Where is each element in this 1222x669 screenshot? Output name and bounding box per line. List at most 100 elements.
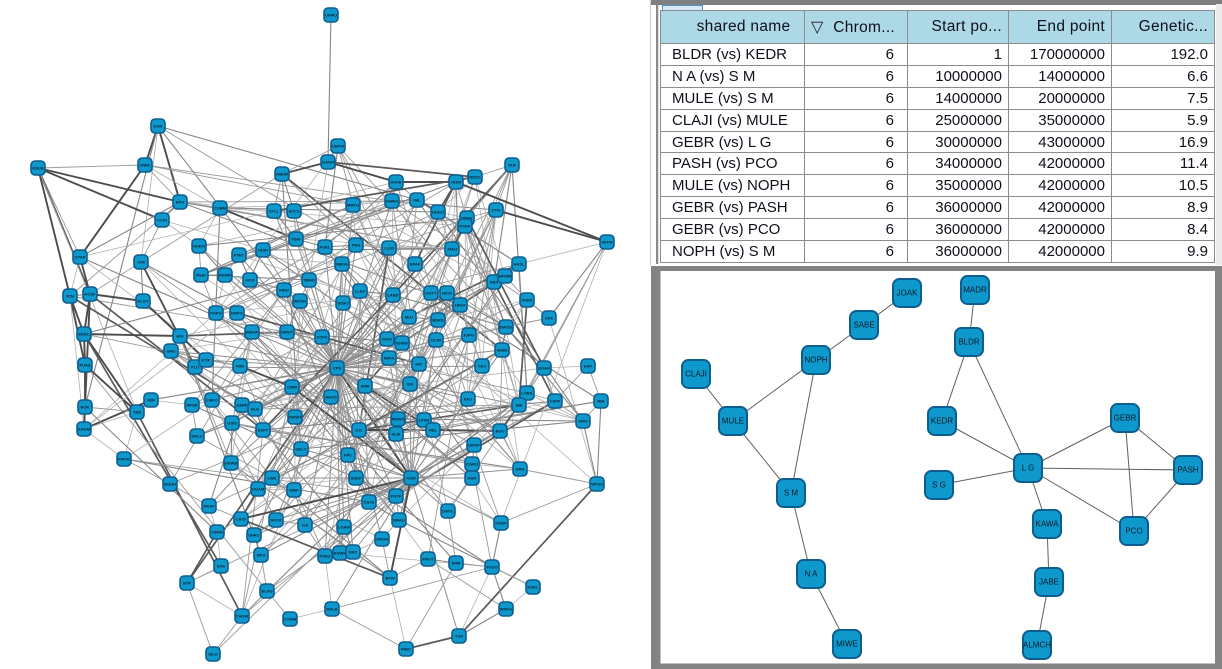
svg-text:CFE: CFE [545, 316, 553, 321]
svg-text:BLHU: BLHU [261, 589, 272, 594]
svg-text:FPC: FPC [344, 453, 352, 458]
svg-text:IRBC: IRBC [401, 647, 411, 652]
svg-text:AAGM: AAGM [78, 427, 91, 432]
svg-text:EERF: EERF [237, 403, 248, 408]
svg-text:HASL: HASL [514, 262, 525, 267]
svg-text:KSUB: KSUB [32, 166, 43, 171]
svg-text:SFCR: SFCR [271, 518, 282, 523]
svg-text:OAGR: OAGR [322, 160, 334, 165]
svg-text:LWE: LWE [268, 476, 277, 481]
svg-text:CGRD: CGRD [466, 462, 478, 467]
svg-text:UELC: UELC [296, 447, 307, 452]
svg-text:NOPH: NOPH [804, 356, 827, 365]
svg-text:PSEU: PSEU [320, 554, 331, 559]
svg-text:S G: S G [932, 481, 946, 490]
svg-text:FGPG: FGPG [210, 311, 221, 316]
svg-text:TAIF: TAIF [508, 163, 517, 168]
svg-text:PGTF: PGTF [391, 494, 402, 499]
svg-text:UHKC: UHKC [248, 533, 260, 538]
svg-text:BLDR: BLDR [958, 338, 980, 347]
svg-text:FTET: FTET [234, 253, 245, 258]
svg-text:PTIP: PTIP [202, 358, 211, 363]
svg-text:PUKL: PUKL [320, 245, 331, 250]
svg-text:OJL: OJL [355, 428, 363, 433]
svg-text:ONDF: ONDF [495, 521, 507, 526]
svg-text:SMR: SMR [452, 561, 461, 566]
svg-text:FMD: FMD [236, 364, 245, 369]
svg-text:UBFW: UBFW [332, 144, 344, 149]
svg-text:HHKN: HHKN [193, 244, 205, 249]
svg-text:TEB: TEB [133, 410, 141, 415]
svg-text:NKAF: NKAF [203, 504, 215, 509]
svg-text:SNLB: SNLB [327, 607, 338, 612]
svg-text:TPHK: TPHK [462, 216, 473, 221]
svg-text:COWB: COWB [284, 617, 297, 622]
svg-text:DGR: DGR [154, 124, 163, 129]
svg-text:LKOI: LKOI [236, 517, 246, 522]
svg-text:ICM: ICM [137, 260, 145, 265]
svg-text:JOAK: JOAK [897, 289, 919, 298]
svg-text:ALMCH: ALMCH [1023, 641, 1051, 650]
svg-text:PASH: PASH [1177, 466, 1198, 475]
svg-text:JABE: JABE [1039, 578, 1059, 587]
svg-text:KKW: KKW [382, 337, 392, 342]
svg-text:GEBR: GEBR [1114, 414, 1137, 423]
svg-text:TDMH: TDMH [211, 530, 223, 535]
svg-text:TBMD: TBMD [303, 278, 315, 283]
svg-text:WSIN: WSIN [522, 298, 533, 303]
svg-text:EOAH: EOAH [538, 366, 550, 371]
svg-text:EPU: EPU [176, 200, 184, 205]
svg-text:S M: S M [784, 489, 799, 498]
svg-text:ESFT: ESFT [258, 428, 269, 433]
svg-text:DWOU: DWOU [500, 325, 513, 330]
svg-text:RSAI: RSAI [196, 273, 206, 278]
svg-text:STLL: STLL [269, 209, 280, 214]
svg-text:DRC: DRC [349, 550, 358, 555]
svg-text:DIU: DIU [407, 382, 414, 387]
svg-text:DWTL: DWTL [442, 509, 454, 514]
svg-text:IMA: IMA [597, 399, 604, 404]
svg-text:GRH: GRH [516, 467, 525, 472]
svg-text:MUJ: MUJ [405, 315, 413, 320]
svg-text:MMTG: MMTG [347, 203, 359, 208]
svg-text:BTW: BTW [385, 576, 394, 581]
svg-text:DRGP: DRGP [468, 443, 480, 448]
svg-text:NFFA: NFFA [384, 356, 395, 361]
svg-text:IEJA: IEJA [392, 432, 401, 437]
svg-text:PEWR: PEWR [219, 273, 231, 278]
svg-text:KCSF: KCSF [85, 292, 96, 297]
svg-text:MIWE: MIWE [836, 640, 858, 649]
svg-text:L G: L G [1022, 464, 1035, 473]
svg-text:LOBK: LOBK [521, 391, 532, 396]
svg-text:LAND: LAND [387, 293, 398, 298]
svg-text:SDEP: SDEP [351, 476, 362, 481]
svg-text:UKWB: UKWB [225, 461, 238, 466]
svg-text:CLAJI: CLAJI [685, 370, 707, 379]
svg-text:NWUT: NWUT [281, 330, 294, 335]
svg-text:CCFK: CCFK [316, 335, 327, 340]
svg-text:KSKL: KSKL [528, 585, 539, 590]
svg-text:OWWT: OWWT [288, 415, 302, 420]
svg-text:PLU: PLU [191, 365, 199, 370]
svg-text:WFSS: WFSS [591, 482, 603, 487]
svg-text:HRUI: HRUI [455, 303, 465, 308]
svg-text:FBGI: FBGI [279, 288, 289, 293]
svg-text:NPSB: NPSB [186, 403, 197, 408]
svg-text:DPG: DPG [257, 553, 266, 558]
svg-text:CSPF: CSPF [550, 399, 561, 404]
svg-text:KPJI: KPJI [246, 278, 255, 283]
svg-text:SMGR: SMGR [376, 537, 388, 542]
svg-text:PNG: PNG [352, 243, 361, 248]
svg-text:CUBM: CUBM [214, 206, 227, 211]
svg-text:MFAU: MFAU [393, 518, 404, 523]
svg-text:CAGW: CAGW [236, 614, 249, 619]
svg-text:LLSS: LLSS [355, 289, 366, 294]
svg-text:PRUT: PRUT [423, 557, 434, 562]
svg-text:EIBP: EIBP [289, 488, 299, 493]
svg-text:JCM: JCM [66, 294, 75, 299]
svg-text:DKLU: DKLU [191, 434, 202, 439]
svg-text:IUPG: IUPG [464, 333, 474, 338]
svg-text:HWAF: HWAF [386, 199, 398, 204]
svg-text:EDDC: EDDC [78, 332, 89, 337]
svg-text:SILO: SILO [208, 652, 217, 657]
